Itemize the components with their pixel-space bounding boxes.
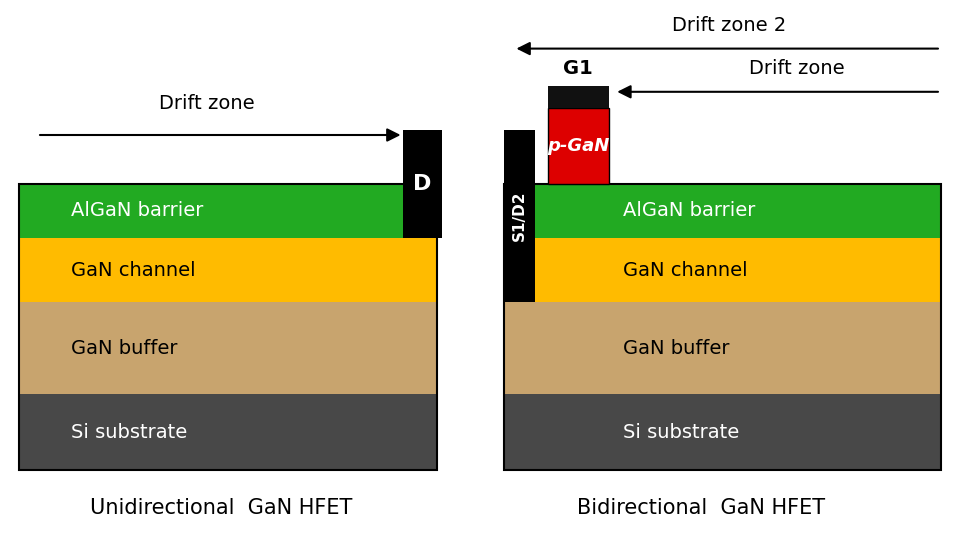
Text: Drift zone: Drift zone: [749, 59, 845, 78]
Bar: [19, 302, 437, 394]
Text: Drift zone 2: Drift zone 2: [672, 16, 787, 35]
Text: AlGaN barrier: AlGaN barrier: [71, 201, 203, 220]
Text: GaN channel: GaN channel: [623, 260, 748, 280]
Bar: [504, 394, 941, 470]
Bar: [504, 184, 941, 470]
Text: D: D: [413, 173, 432, 194]
Text: GaN channel: GaN channel: [71, 260, 195, 280]
Text: GaN buffer: GaN buffer: [71, 339, 177, 358]
Text: Si substrate: Si substrate: [71, 422, 187, 442]
Bar: [19, 184, 437, 238]
Text: S1/D2: S1/D2: [512, 191, 527, 241]
Text: GaN buffer: GaN buffer: [623, 339, 730, 358]
Bar: [547, 86, 609, 108]
Text: Bidirectional  GaN HFET: Bidirectional GaN HFET: [577, 498, 825, 518]
Bar: [19, 394, 437, 470]
Text: G1: G1: [564, 59, 593, 78]
Text: p-GaN: p-GaN: [547, 137, 610, 155]
Bar: [19, 184, 437, 470]
Bar: [504, 130, 535, 302]
Bar: [504, 184, 941, 238]
Text: Si substrate: Si substrate: [623, 422, 739, 442]
Text: Drift zone: Drift zone: [159, 94, 255, 113]
Bar: [19, 238, 437, 302]
Text: Unidirectional  GaN HFET: Unidirectional GaN HFET: [89, 498, 352, 518]
Bar: [403, 130, 442, 238]
Text: AlGaN barrier: AlGaN barrier: [623, 201, 756, 220]
Bar: [547, 108, 609, 184]
Bar: [504, 302, 941, 394]
Bar: [504, 238, 941, 302]
